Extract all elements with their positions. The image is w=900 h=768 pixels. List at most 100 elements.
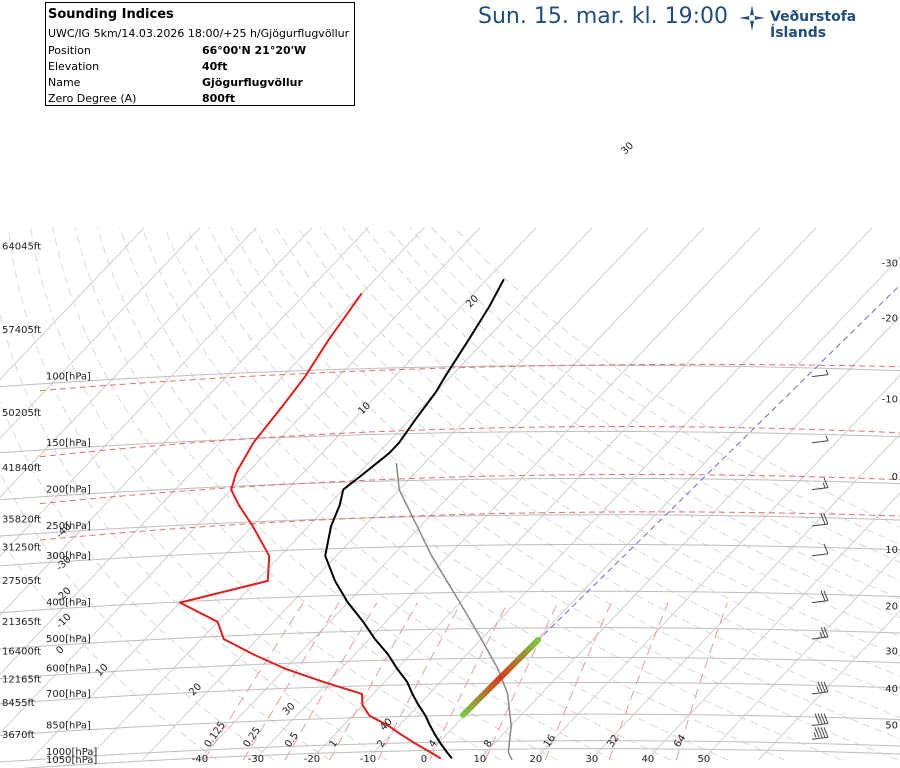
wind-barb-shaft	[811, 636, 829, 640]
isotherm-dashed-line	[39, 473, 900, 505]
wind-barb	[811, 626, 829, 640]
isotherm-line	[366, 226, 873, 761]
wind-barb-half	[825, 369, 829, 375]
info-label-name: Name	[48, 76, 81, 89]
pressure-label: 200[hPa]	[46, 485, 91, 496]
wind-barb-flag	[817, 713, 823, 724]
wind-barb-shaft	[811, 736, 829, 740]
wind-barb	[811, 543, 829, 557]
dry-adiabat-line	[208, 227, 900, 740]
isotherm-line	[0, 226, 145, 381]
wind-barb-flag	[820, 727, 826, 738]
right-scale-label: -10	[882, 394, 898, 405]
forecast-time-title: Sun. 15. mar. kl. 19:00	[478, 4, 728, 29]
altitude-label: 16400ft	[2, 647, 41, 658]
wind-barb-half	[819, 631, 823, 638]
mixing-ratio-line	[608, 602, 669, 761]
wind-barb	[811, 477, 829, 491]
wind-barb	[811, 513, 829, 527]
isotherm-line	[590, 433, 900, 761]
dewpoint-line	[178, 292, 442, 760]
info-label-position: Position	[48, 44, 91, 57]
mixing-ratio-line	[377, 602, 462, 761]
wind-barb-shaft	[811, 691, 829, 695]
mixing-ratio-label: 0.125	[203, 720, 228, 750]
isotherm-line	[0, 226, 313, 557]
wind-barb	[811, 435, 829, 444]
dry-adiabat-line	[364, 226, 900, 600]
wind-barb-half	[813, 732, 817, 738]
mixing-ratio-label: 2	[375, 738, 388, 750]
right-scale-label: 20	[885, 602, 898, 613]
pressure-label: 500[hPa]	[46, 634, 91, 645]
wind-barb-shaft	[811, 553, 829, 557]
dry-adiabat-line	[141, 227, 785, 761]
wind-barb-flag	[814, 727, 820, 738]
pressure-label: 100[hPa]	[46, 372, 91, 383]
isotherm-dashed-line	[39, 363, 900, 392]
dry-adiabat-line	[252, 227, 900, 698]
isotherm-line	[0, 226, 369, 616]
dry-adiabat-line	[409, 226, 900, 563]
pressure-label: 150[hPa]	[46, 438, 91, 449]
wind-barb-flag	[823, 590, 829, 601]
isobar-line	[0, 682, 900, 705]
wind-barb-flag	[820, 681, 826, 693]
mixing-ratio-line	[675, 602, 728, 761]
dry-adiabat-line	[297, 227, 900, 657]
pressure-label: 600[hPa]	[46, 664, 91, 675]
wind-barb-flag	[814, 713, 820, 724]
bottom-temp-label: 0	[421, 754, 427, 765]
isotherm-line	[0, 226, 201, 440]
wind-barb-flag	[823, 543, 829, 554]
isotherm-label: -10	[54, 612, 73, 631]
isobar-line	[0, 514, 900, 537]
adiabat-label: 20	[464, 293, 481, 310]
wind-barbs	[811, 369, 829, 740]
info-value-elevation: 40ft	[202, 60, 228, 73]
dry-adiabat-line	[119, 227, 729, 761]
mixing-ratio-line	[284, 602, 378, 761]
isotherm-line	[0, 226, 481, 734]
wind-barb-shaft	[811, 374, 829, 378]
dry-adiabat-line	[0, 471, 274, 761]
wind-barb-shaft	[811, 440, 829, 444]
isobar-line	[0, 656, 900, 680]
parcel-line	[395, 463, 513, 761]
isotherm-line	[310, 226, 817, 761]
mixing-ratio-label: 8	[482, 738, 495, 750]
isobar-line	[20, 748, 900, 768]
wind-barb-flag	[823, 727, 829, 738]
isotherm-dashed-line	[39, 426, 900, 458]
wind-barb-flag	[823, 713, 829, 724]
isotherm-label: 0	[54, 644, 66, 656]
isotherm-line	[198, 226, 705, 761]
info-value-name: Gjögurflugvöllur	[202, 76, 303, 89]
isotherm-dashed-line	[39, 511, 900, 541]
isotherm-line	[702, 551, 900, 761]
altitude-label: 64045ft	[2, 242, 41, 253]
wind-barb-half	[816, 686, 820, 693]
info-label-elevation: Elevation	[48, 60, 100, 73]
bottom-temp-label: -30	[248, 754, 264, 765]
mixing-ratio-label: 4	[427, 738, 440, 750]
wind-barb	[811, 713, 829, 727]
altitude-label: 8455ft	[2, 698, 35, 709]
isotherm-line	[534, 374, 900, 761]
wind-barb-shaft	[811, 600, 829, 604]
dry-adiabat-line	[0, 312, 388, 761]
bottom-temp-label: -20	[304, 754, 320, 765]
pressure-label: 1050[hPa]	[46, 755, 97, 766]
isotherm-line	[478, 315, 900, 761]
isotherm-line	[0, 226, 257, 498]
isobar-line	[0, 543, 900, 567]
wind-barb-flag	[823, 681, 829, 693]
info-value-zero-degree: 800ft	[202, 92, 236, 105]
dry-adiabat-line	[275, 227, 900, 677]
sounding-info-box: Sounding Indices UWC/IG 5km/14.03.2026 1…	[45, 2, 355, 106]
isotherm-line	[0, 226, 425, 675]
isobar-line	[0, 713, 900, 737]
isotherm-label: 20	[187, 682, 204, 699]
isobar-line	[0, 364, 900, 388]
